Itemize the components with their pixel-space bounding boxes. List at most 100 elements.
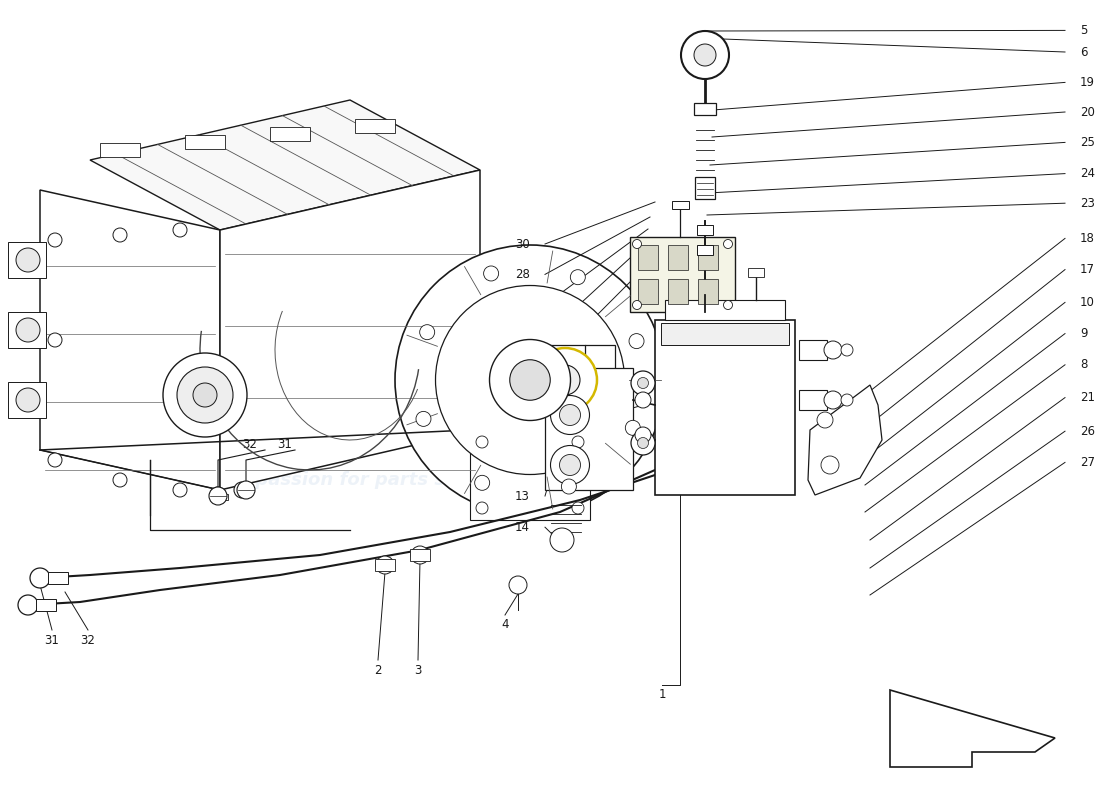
Circle shape	[572, 502, 584, 514]
Text: a passion for parts since 1985: a passion for parts since 1985	[236, 471, 543, 489]
Bar	[694, 103, 716, 115]
Circle shape	[416, 411, 431, 426]
Text: 21: 21	[1080, 391, 1094, 404]
Bar	[544, 368, 632, 490]
Circle shape	[821, 456, 839, 474]
Bar	[8, 312, 46, 348]
Circle shape	[824, 341, 842, 359]
Circle shape	[550, 446, 590, 485]
Bar	[638, 245, 658, 270]
Circle shape	[113, 473, 127, 487]
Bar	[270, 127, 310, 141]
Bar	[48, 572, 68, 584]
Bar	[375, 559, 395, 571]
Text: 12: 12	[515, 458, 530, 471]
Circle shape	[724, 239, 733, 249]
Circle shape	[376, 556, 394, 574]
Text: 14: 14	[515, 521, 530, 534]
Bar	[410, 549, 430, 561]
Text: 5: 5	[1080, 24, 1088, 37]
Circle shape	[817, 412, 833, 428]
Text: 30: 30	[515, 238, 530, 250]
Text: 19: 19	[1080, 76, 1094, 89]
Bar	[212, 494, 228, 500]
Circle shape	[490, 339, 571, 421]
Text: 24: 24	[1080, 167, 1094, 180]
Bar	[470, 430, 590, 520]
Text: 10: 10	[1080, 296, 1094, 309]
Circle shape	[635, 427, 651, 443]
Bar	[8, 242, 46, 278]
Text: 28: 28	[515, 268, 530, 281]
Circle shape	[509, 360, 550, 400]
Bar	[698, 245, 718, 270]
Text: 11: 11	[515, 427, 530, 440]
Text: 7: 7	[674, 318, 682, 331]
Polygon shape	[90, 100, 480, 230]
Circle shape	[635, 392, 651, 408]
Text: 9: 9	[1080, 327, 1088, 340]
Circle shape	[476, 436, 488, 448]
Bar	[585, 345, 615, 415]
Text: 17: 17	[1080, 263, 1094, 276]
Circle shape	[30, 568, 50, 588]
Bar	[799, 390, 827, 410]
Circle shape	[484, 266, 498, 281]
Circle shape	[632, 301, 641, 310]
Circle shape	[177, 367, 233, 423]
Circle shape	[631, 431, 654, 455]
Polygon shape	[40, 190, 220, 490]
Circle shape	[534, 348, 597, 412]
Circle shape	[16, 388, 40, 412]
Text: 22: 22	[515, 361, 530, 374]
Circle shape	[632, 239, 641, 249]
Circle shape	[420, 325, 434, 340]
Circle shape	[210, 487, 225, 503]
Text: 29: 29	[515, 298, 530, 311]
Bar	[695, 177, 715, 199]
Circle shape	[192, 383, 217, 407]
Circle shape	[436, 286, 625, 474]
Circle shape	[411, 546, 429, 564]
Circle shape	[842, 344, 852, 356]
Bar	[672, 201, 689, 209]
Text: 8: 8	[1080, 358, 1088, 371]
Circle shape	[550, 365, 580, 395]
Bar	[185, 135, 226, 149]
Bar	[630, 237, 735, 312]
Bar	[748, 268, 763, 277]
Circle shape	[16, 248, 40, 272]
Circle shape	[824, 391, 842, 409]
Bar	[355, 119, 395, 133]
Text: 6: 6	[1080, 46, 1088, 58]
Polygon shape	[890, 690, 1055, 767]
Text: 31: 31	[277, 438, 293, 451]
Circle shape	[560, 454, 581, 475]
Text: 26: 26	[1080, 425, 1094, 438]
Polygon shape	[808, 385, 882, 495]
Text: 31: 31	[45, 634, 59, 646]
Text: 18: 18	[1080, 232, 1094, 245]
Bar	[666, 300, 785, 320]
Bar	[100, 143, 140, 157]
Circle shape	[638, 378, 649, 389]
Text: 25: 25	[1080, 136, 1094, 149]
Circle shape	[236, 481, 255, 499]
Text: eurosparts: eurosparts	[241, 351, 598, 409]
Text: 1: 1	[658, 689, 666, 702]
Circle shape	[113, 228, 127, 242]
Text: 4: 4	[502, 618, 508, 631]
Bar	[697, 245, 713, 255]
Circle shape	[550, 395, 590, 434]
Bar	[654, 320, 795, 495]
Text: 23: 23	[1080, 197, 1094, 210]
Bar	[668, 245, 688, 270]
Circle shape	[173, 483, 187, 497]
Circle shape	[842, 394, 852, 406]
Text: 27: 27	[1080, 456, 1094, 469]
Text: 15: 15	[755, 318, 769, 331]
Text: 32: 32	[243, 438, 257, 451]
Circle shape	[476, 502, 488, 514]
Circle shape	[48, 453, 62, 467]
Circle shape	[209, 487, 227, 505]
